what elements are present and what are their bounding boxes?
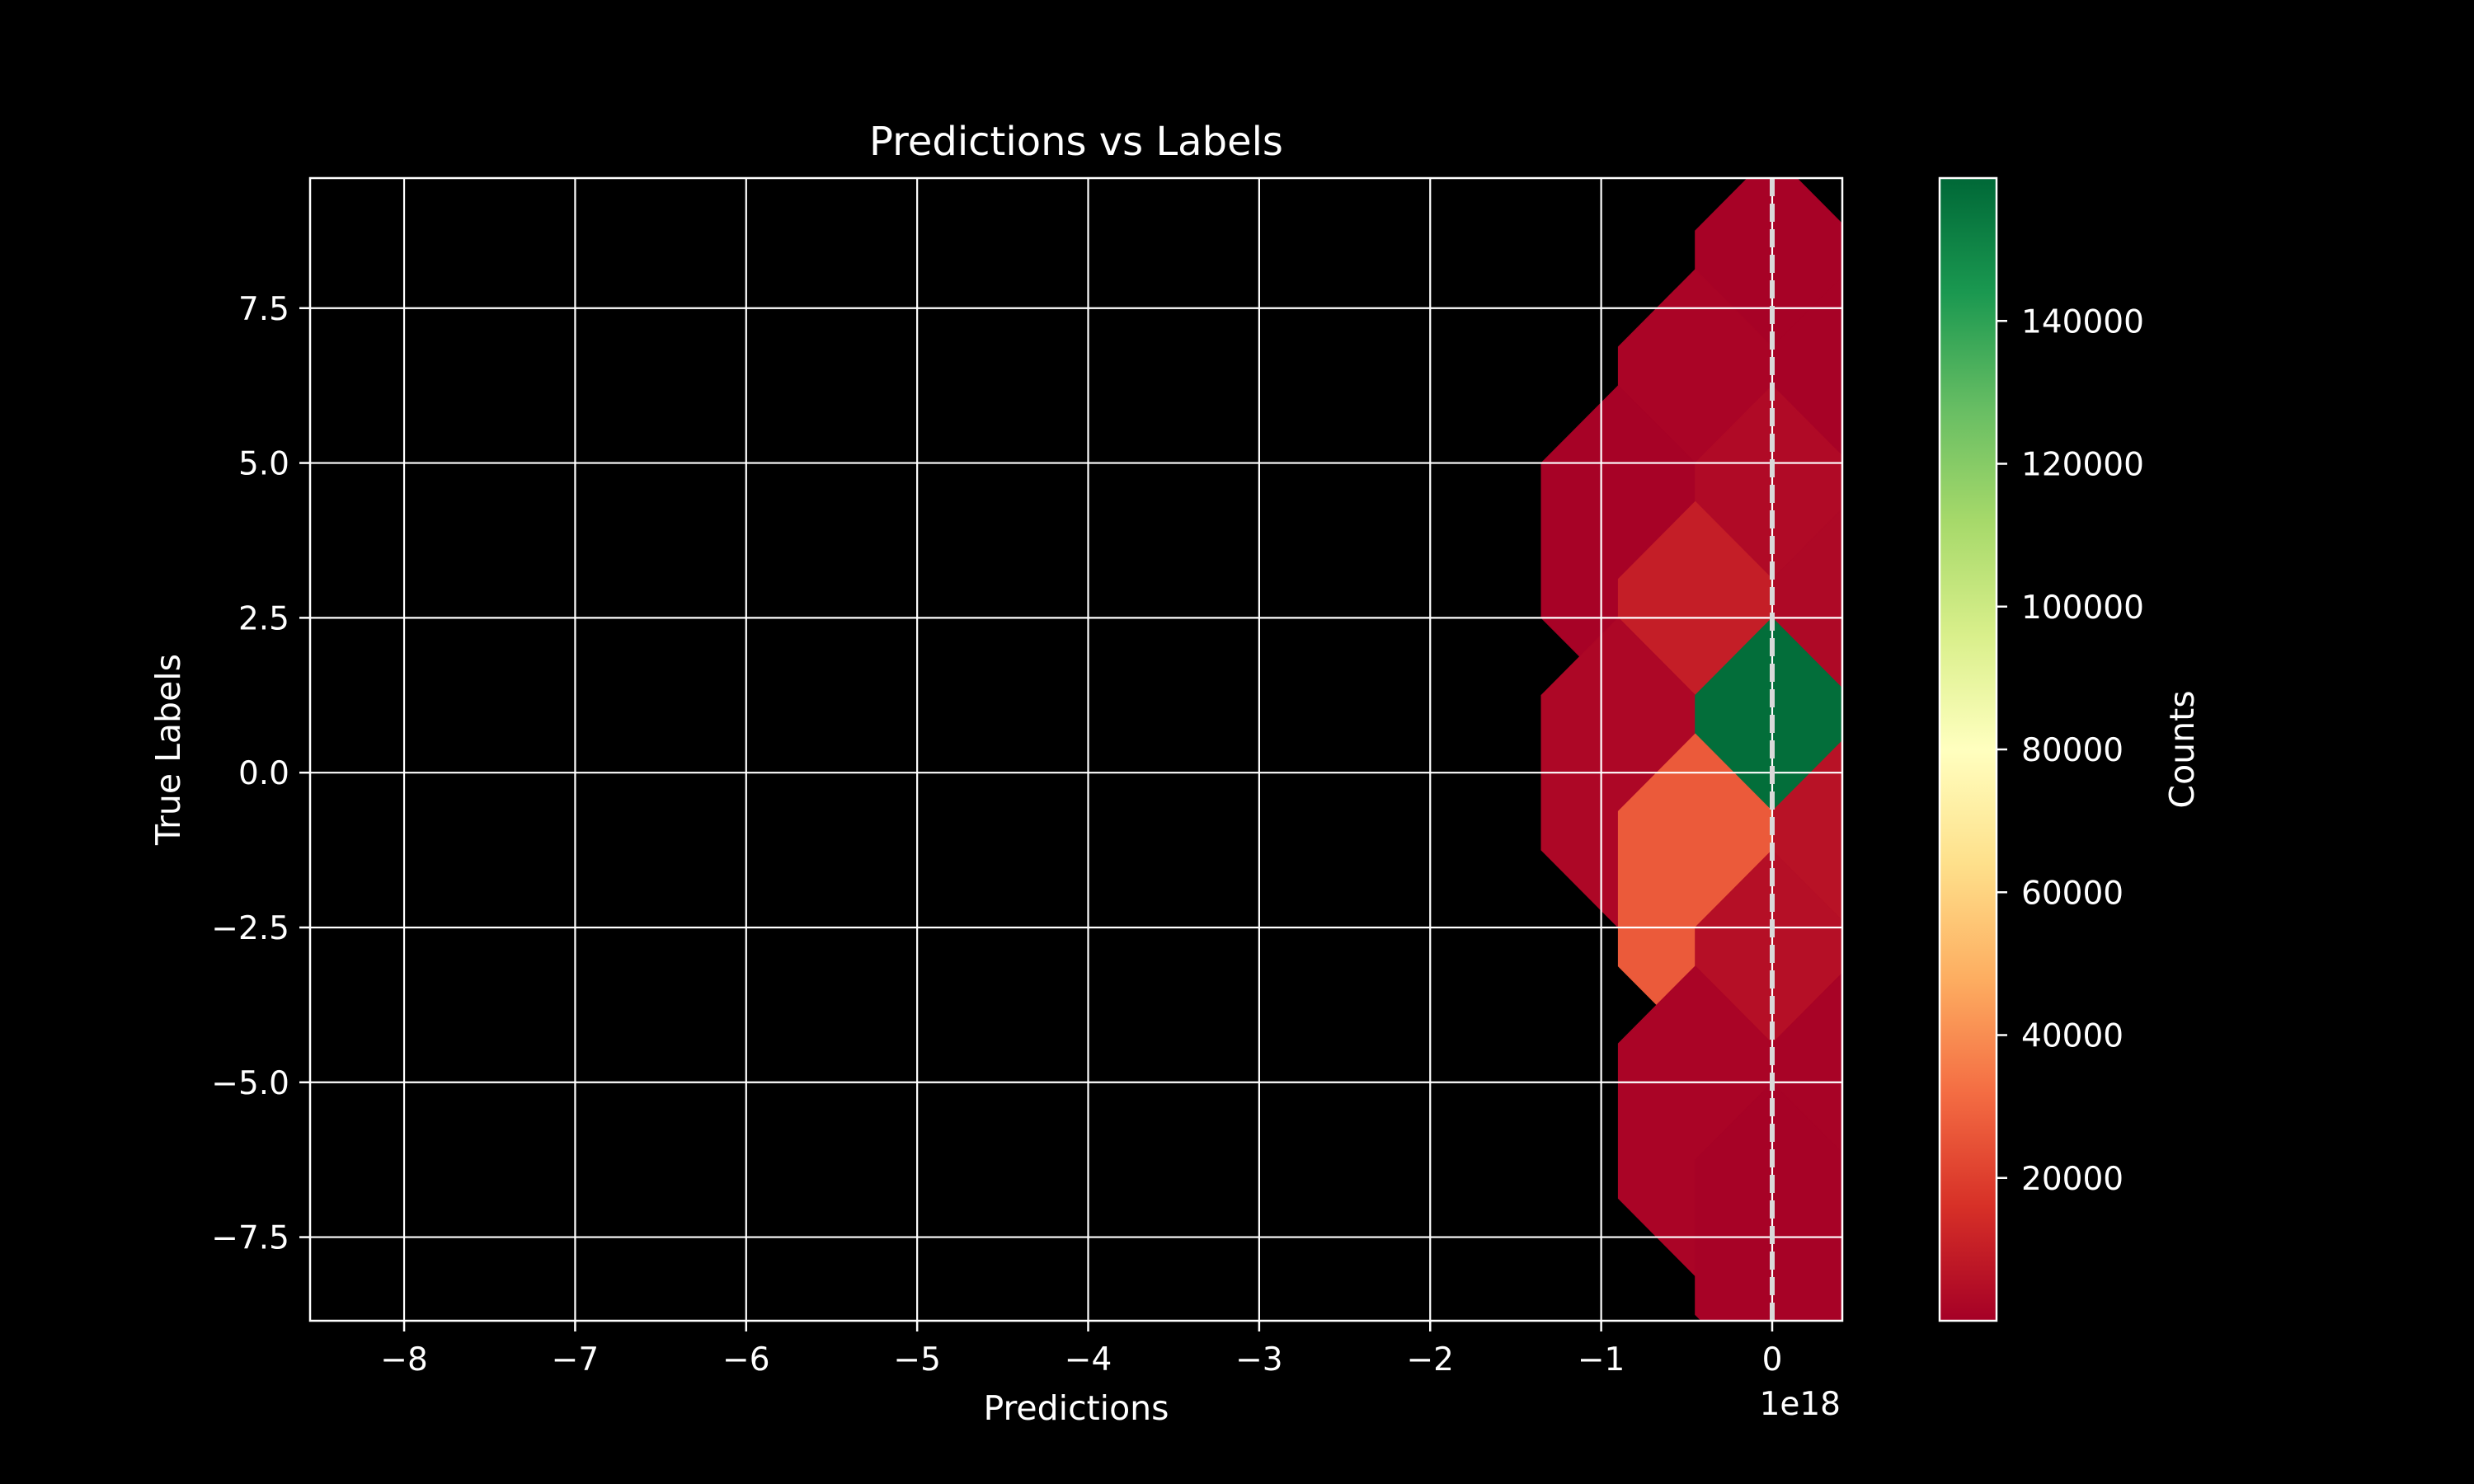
y-axis-label: True Labels bbox=[148, 654, 188, 846]
plot-frame bbox=[308, 176, 1844, 1322]
colorbar-tick-label: 100000 bbox=[2021, 589, 2144, 627]
colorbar-label: Counts bbox=[2162, 690, 2202, 808]
x-tick-label: −2 bbox=[1406, 1341, 1454, 1378]
y-tick-label: −2.5 bbox=[211, 910, 289, 947]
x-tick-label: −8 bbox=[380, 1341, 428, 1378]
colorbar-tick-label: 20000 bbox=[2021, 1161, 2124, 1198]
colorbar-ticks: 20000 40000 60000 80000 100000 120000 140000 bbox=[1997, 303, 2144, 1198]
colorbar-tick-label: 60000 bbox=[2021, 875, 2124, 912]
y-axis-ticks: 7.5 5.0 2.5 0.0 −2.5 −5.0 −7.5 bbox=[211, 291, 310, 1257]
x-tick-label: −3 bbox=[1235, 1341, 1283, 1378]
y-tick-label: 5.0 bbox=[238, 446, 289, 483]
y-tick-label: 7.5 bbox=[238, 291, 289, 328]
x-tick-label: −1 bbox=[1578, 1341, 1625, 1378]
colorbar-tick-label: 120000 bbox=[2021, 447, 2144, 484]
colorbar-tick-label: 40000 bbox=[2021, 1018, 2124, 1055]
x-tick-label: 0 bbox=[1762, 1341, 1783, 1378]
x-tick-label: −6 bbox=[722, 1341, 770, 1378]
y-tick-label: −7.5 bbox=[211, 1220, 289, 1257]
colorbar-tick-label: 140000 bbox=[2021, 303, 2144, 340]
colorbar-tick-label: 80000 bbox=[2021, 732, 2124, 769]
x-axis-offset-text: 1e18 bbox=[1760, 1386, 1841, 1423]
x-tick-label: −4 bbox=[1065, 1341, 1112, 1378]
x-axis-label: Predictions bbox=[983, 1388, 1169, 1428]
x-axis-ticks: −8 −7 −6 −5 −4 −3 −2 −1 0 bbox=[380, 1321, 1782, 1378]
chart-title: Predictions vs Labels bbox=[869, 119, 1283, 165]
hexbin-cell bbox=[1695, 1082, 1842, 1321]
x-tick-label: −5 bbox=[893, 1341, 941, 1378]
y-tick-label: 0.0 bbox=[238, 755, 289, 792]
y-tick-label: 2.5 bbox=[238, 600, 289, 637]
y-tick-label: −5.0 bbox=[211, 1065, 289, 1102]
colorbar bbox=[1938, 176, 1998, 1322]
x-tick-label: −7 bbox=[552, 1341, 600, 1378]
